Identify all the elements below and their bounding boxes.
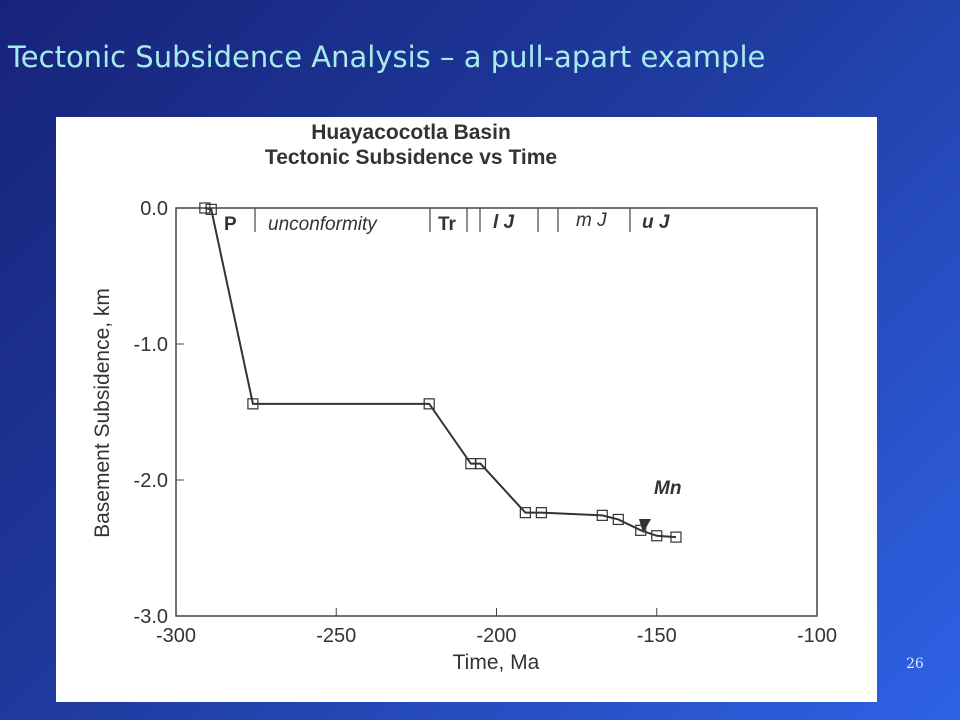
data-point [535, 507, 547, 519]
data-point [205, 203, 217, 215]
page-number: 26 [906, 656, 924, 672]
data-point [612, 513, 624, 526]
annotation: unconformity [268, 214, 378, 235]
y-tick-label: -3.0 [134, 606, 168, 628]
annotation: l J [493, 212, 515, 233]
chart: Huayacocotla Basin Tectonic Subsidence v… [56, 117, 877, 702]
y-axis-label: Basement Subsidence, km [91, 288, 114, 538]
x-tick-label: -250 [316, 625, 356, 647]
data-point [474, 458, 487, 470]
data-line [204, 207, 677, 539]
data-point [670, 531, 682, 543]
mn-arrow [639, 519, 651, 533]
x-tick-label: -150 [637, 625, 677, 647]
slide-title: Tectonic Subsidence Analysis – a pull-ap… [8, 40, 766, 74]
x-tick-label: -200 [476, 625, 516, 647]
annotation: m J [576, 210, 607, 231]
stage-dividers [254, 208, 631, 232]
data-point [596, 509, 608, 521]
annotation: u J [642, 212, 670, 233]
data-point [635, 524, 647, 536]
x-tick-label: -100 [797, 625, 837, 647]
chart-background [56, 117, 877, 702]
annotation: Tr [438, 214, 457, 235]
y-tick-label: -1.0 [134, 334, 168, 356]
y-tick-label: -2.0 [134, 470, 168, 492]
data-point [519, 507, 531, 519]
chart-subtitle: Tectonic Subsidence vs Time [265, 146, 557, 169]
y-tick-label: 0.0 [140, 198, 168, 220]
data-point [199, 202, 211, 214]
x-tick-label: -300 [156, 625, 196, 647]
x-axis-label: Time, Ma [453, 651, 540, 674]
annotation: Mn [654, 478, 681, 499]
chart-title: Huayacocotla Basin [311, 121, 511, 144]
data-point [651, 530, 663, 542]
data-point [247, 398, 259, 410]
data-point [423, 398, 435, 410]
annotation: P [224, 214, 237, 235]
